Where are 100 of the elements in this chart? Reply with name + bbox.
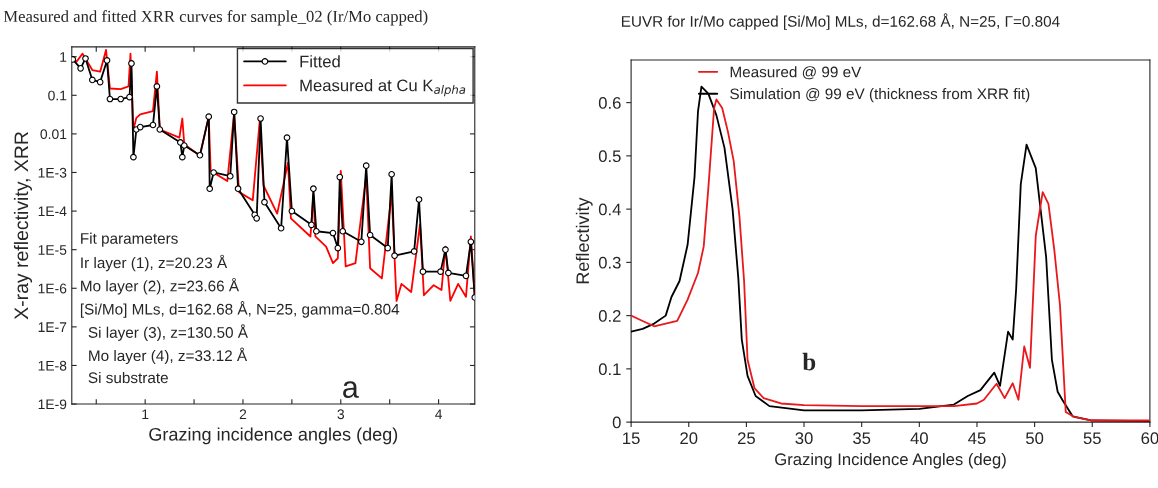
x-tick-label: 35 <box>853 432 871 445</box>
point <box>384 244 392 252</box>
point <box>283 134 291 141</box>
point <box>234 185 242 193</box>
y-axis-title: Reflectivity <box>575 197 593 284</box>
point <box>308 221 315 229</box>
point <box>149 121 157 129</box>
legend-label: Measured at Cu K$_{alpha}$ <box>300 79 466 97</box>
point <box>415 196 423 203</box>
point <box>310 185 317 193</box>
annotation: Ir layer (1), z=20.23 Å <box>81 254 228 272</box>
y-tick-label: 0.3 <box>598 256 621 269</box>
x-tick-label: 45 <box>968 432 986 445</box>
y-tick-label: 1E-9 <box>38 399 67 410</box>
y-tick-label: 0.4 <box>598 203 621 216</box>
annotation: Si layer (3), z=130.50 Å <box>88 324 248 341</box>
annotation: Mo layer (2), z=23.66 Å <box>81 277 240 295</box>
y-tick-label: 1 <box>60 52 67 62</box>
point <box>445 269 452 277</box>
point <box>366 231 374 239</box>
y-tick-label: 1E-6 <box>38 283 67 294</box>
chart-title: Measured and fitted XRR curves for sample_02 (Ir/Mo capped) <box>3 10 428 26</box>
x-axis-title: Grazing Incidence Angles (deg) <box>775 452 1006 469</box>
y-tick-label: 1E-7 <box>38 322 67 332</box>
point <box>226 172 234 180</box>
y-tick-label: 0.01 <box>40 129 67 140</box>
y-tick-label: 0.2 <box>598 310 621 322</box>
point <box>277 224 285 232</box>
point <box>419 268 427 275</box>
x-tick-label: 25 <box>737 432 755 445</box>
y-tick-label: 1E-3 <box>38 167 67 178</box>
annotation: Si substrate <box>88 371 168 384</box>
point <box>128 60 135 67</box>
point <box>153 83 161 90</box>
point <box>205 113 213 120</box>
point <box>206 185 214 193</box>
y-tick-label: 1E-5 <box>38 245 67 255</box>
point <box>467 238 475 246</box>
y-tick-label: 1E-4 <box>38 206 67 217</box>
annotation: Fit parameters <box>81 232 178 247</box>
point <box>388 170 395 178</box>
y-tick-label: 0.5 <box>598 150 621 163</box>
point <box>410 248 418 255</box>
legend-label: Measured @ 99 eV <box>730 66 862 80</box>
point <box>82 55 89 62</box>
x-axis-title: Grazing incidence angles (deg) <box>149 427 398 445</box>
point <box>288 207 296 215</box>
x-tick-label: 55 <box>1083 432 1101 445</box>
annotation: a <box>343 381 359 399</box>
point <box>437 268 444 275</box>
annotation: b <box>802 352 816 371</box>
x-tick-label: 50 <box>1026 432 1044 445</box>
x-tick-label: 20 <box>680 432 698 445</box>
legend-label: Simulation @ 99 eV (thickness from XRR fit) <box>730 88 1030 103</box>
point <box>89 76 96 84</box>
point <box>339 227 347 235</box>
point <box>77 64 84 72</box>
point <box>180 142 188 149</box>
point <box>130 153 137 161</box>
y-tick-label: 1E-8 <box>38 360 67 371</box>
point <box>117 95 125 103</box>
point <box>329 229 337 237</box>
point <box>196 151 204 159</box>
point <box>178 153 186 161</box>
y-tick-label: 0.6 <box>598 97 621 109</box>
y-tick-label: 0.1 <box>598 363 621 376</box>
point <box>210 169 217 176</box>
point <box>103 57 111 64</box>
y-tick-label: 0 <box>612 416 621 429</box>
point <box>312 227 320 235</box>
y-axis-title: X-ray reflectivity, XRR <box>13 132 33 320</box>
chart-title: EUVR for Ir/Mo capped [Si/Mo] MLs, d=162.68 Å, N=25, Γ=0.804 <box>621 13 1060 30</box>
x-tick-label: 3 <box>337 409 345 420</box>
x-tick-label: 15 <box>623 432 640 445</box>
point <box>334 244 342 252</box>
x-tick-label: 4 <box>435 409 443 419</box>
legend-label: Fitted <box>300 55 340 68</box>
point <box>336 173 344 181</box>
point <box>156 126 164 133</box>
x-tick-label: 2 <box>239 409 247 419</box>
point <box>126 93 133 101</box>
point <box>177 139 184 146</box>
point <box>257 115 264 122</box>
point <box>261 198 268 206</box>
x-tick-label: 1 <box>142 409 149 419</box>
point <box>442 246 449 254</box>
annotation: [Si/Mo] MLs, d=162.68 Å, N=25, gamma=0.804 <box>80 301 400 318</box>
point <box>136 123 144 131</box>
point <box>96 78 104 86</box>
point <box>362 162 370 170</box>
point <box>357 238 365 246</box>
x-tick-label: 60 <box>1141 432 1158 445</box>
point <box>71 56 77 63</box>
x-tick-label: 30 <box>795 432 813 445</box>
x-tick-label: 40 <box>910 432 928 445</box>
annotation: Mo layer (4), z=33.12 Å <box>89 347 248 365</box>
point <box>462 272 470 280</box>
point <box>230 108 238 116</box>
point <box>106 95 114 103</box>
point <box>391 252 398 259</box>
